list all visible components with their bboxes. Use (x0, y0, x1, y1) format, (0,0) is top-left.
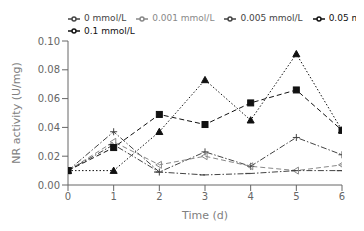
svg-text:Time (d): Time (d) (181, 209, 228, 222)
svg-text:NR activity (U/mg): NR activity (U/mg) (10, 62, 23, 163)
svg-text:0.02: 0.02 (38, 151, 60, 162)
svg-text:3: 3 (202, 191, 208, 202)
svg-text:6: 6 (339, 191, 345, 202)
svg-text:2: 2 (156, 191, 162, 202)
svg-text:0.08: 0.08 (38, 64, 60, 75)
html-text:0.1 mmol/L: 0.1 mmol/L (84, 25, 135, 36)
html-text:0 mmol/L: 0 mmol/L (84, 13, 127, 23)
svg-text:0.04: 0.04 (38, 122, 60, 133)
svg-text:0.10: 0.10 (38, 36, 60, 47)
svg-text:0.06: 0.06 (38, 93, 60, 104)
html-text:0.005 mmol/L: 0.005 mmol/L (240, 13, 303, 23)
svg-text:0: 0 (65, 191, 71, 202)
svg-text:4: 4 (247, 191, 253, 202)
html-text:0.001 mmol/L: 0.001 mmol/L (152, 13, 215, 23)
svg-text:1: 1 (110, 191, 116, 202)
svg-text:5: 5 (293, 191, 299, 202)
svg-text:0.00: 0.00 (38, 180, 60, 191)
